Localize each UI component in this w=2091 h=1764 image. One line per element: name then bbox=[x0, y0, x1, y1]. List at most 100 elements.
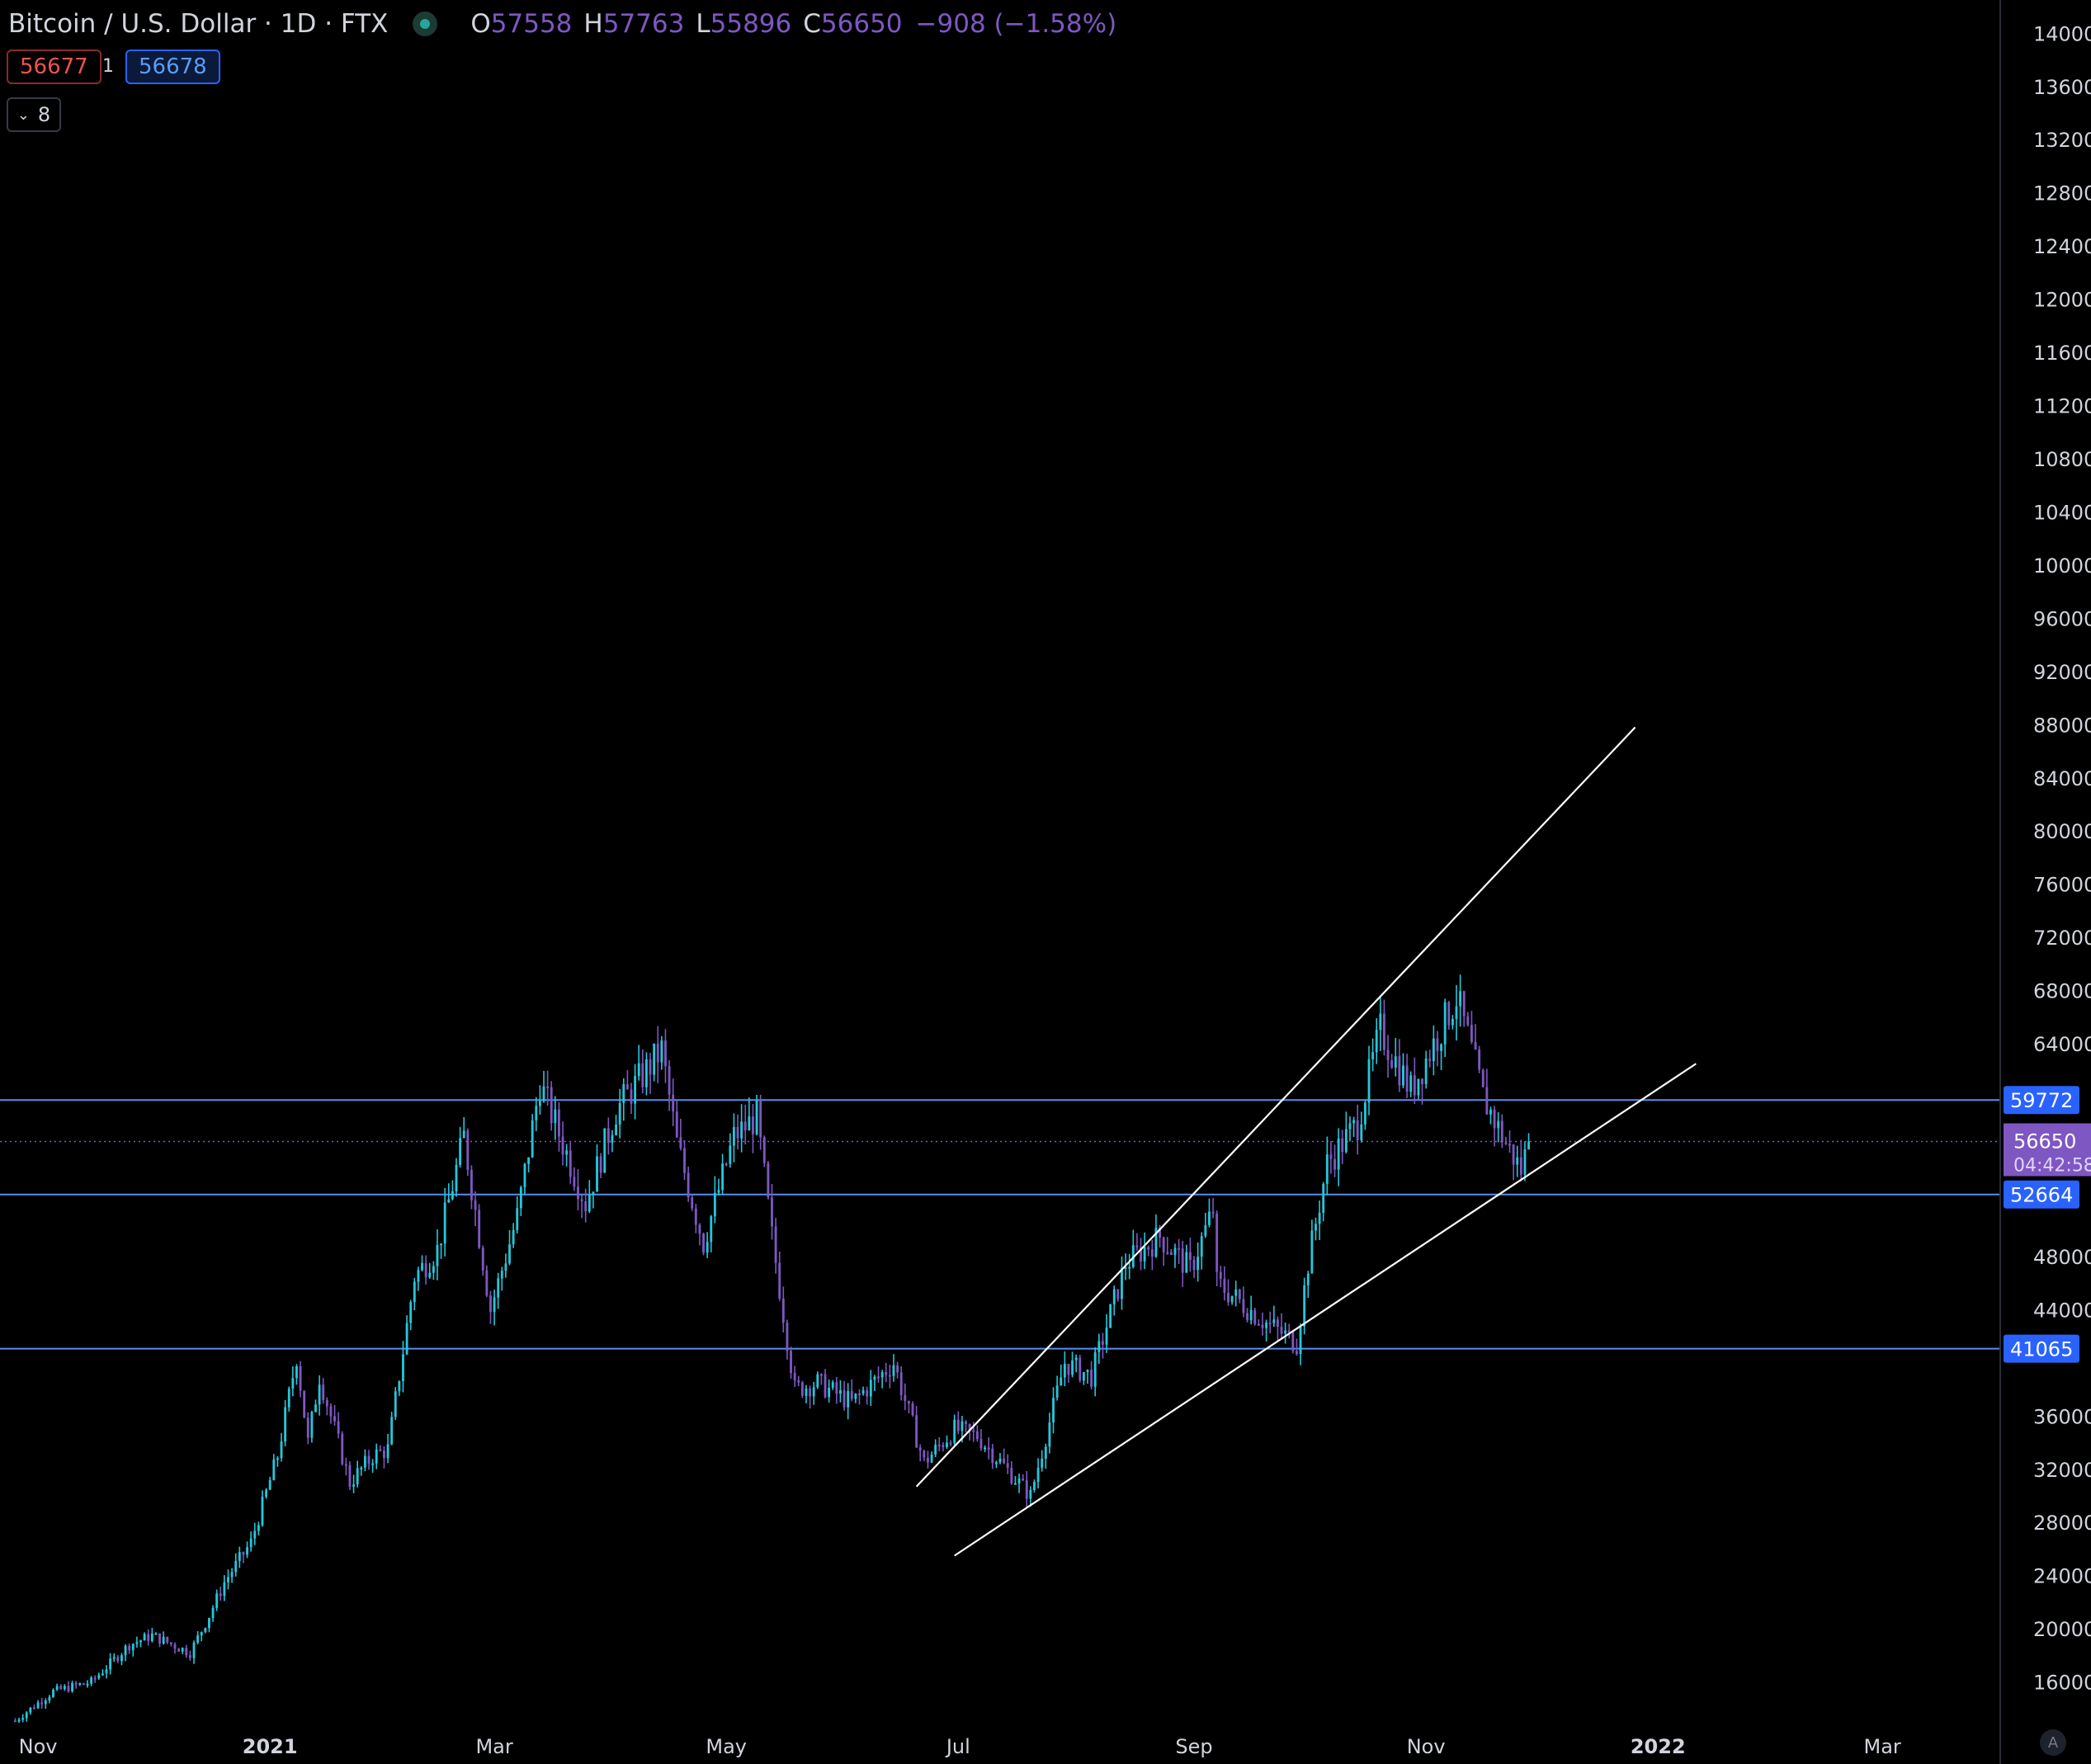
candle-body bbox=[1159, 1227, 1161, 1238]
price-tick-label: 16000 bbox=[2033, 1672, 2091, 1695]
candle-body bbox=[97, 1675, 101, 1679]
candle-body bbox=[843, 1389, 846, 1408]
candle-body bbox=[565, 1150, 569, 1155]
candle-body bbox=[116, 1657, 120, 1662]
candle-body bbox=[953, 1419, 956, 1444]
candle-body bbox=[561, 1136, 564, 1155]
candle-body bbox=[1014, 1483, 1017, 1485]
candle-body bbox=[1451, 1018, 1454, 1026]
candle-body bbox=[489, 1295, 492, 1313]
candle-body bbox=[1131, 1245, 1135, 1267]
candle-body bbox=[318, 1384, 321, 1405]
price-tick-label: 116000 bbox=[2033, 342, 2091, 365]
sell-button[interactable]: 56677 bbox=[7, 50, 101, 84]
candle-body bbox=[25, 1712, 28, 1719]
candle-body bbox=[1436, 1038, 1439, 1051]
candle-body bbox=[839, 1389, 842, 1394]
candle-body bbox=[1325, 1154, 1329, 1184]
candle-body bbox=[1140, 1247, 1142, 1262]
candle-body bbox=[888, 1375, 891, 1377]
time-tick-label: Nov bbox=[19, 1735, 58, 1758]
candle-body bbox=[1253, 1309, 1257, 1324]
candle-body bbox=[1440, 1044, 1442, 1051]
candle-body bbox=[181, 1648, 184, 1652]
candle-body bbox=[421, 1262, 423, 1271]
time-axis[interactable]: Nov 2021 Mar May Jul Sep Nov 2022 Mar bbox=[19, 1735, 1901, 1758]
buy-button[interactable]: 56678 bbox=[125, 50, 220, 84]
candle-body bbox=[44, 1700, 47, 1705]
candle-body bbox=[1462, 991, 1466, 1016]
candle-body bbox=[1060, 1377, 1063, 1386]
candle-body bbox=[1493, 1109, 1496, 1129]
candle-body bbox=[93, 1677, 97, 1680]
candle-body bbox=[1489, 1109, 1492, 1115]
candle-body bbox=[1022, 1479, 1025, 1481]
candle-body bbox=[866, 1390, 869, 1397]
indicators-toggle-button[interactable]: ⌄ 8 bbox=[7, 97, 61, 132]
candle-body bbox=[702, 1233, 705, 1253]
candle-body bbox=[219, 1593, 222, 1597]
candle-body bbox=[1208, 1211, 1211, 1225]
spread-value: 1 bbox=[102, 56, 114, 77]
candle-body bbox=[462, 1130, 465, 1139]
auto-scale-button[interactable]: A bbox=[2040, 1729, 2066, 1756]
candle-body bbox=[1402, 1065, 1404, 1086]
price-tick-label: 104000 bbox=[2033, 501, 2091, 524]
candle-body bbox=[59, 1686, 63, 1690]
candle-body bbox=[625, 1084, 629, 1090]
candle-body bbox=[356, 1468, 359, 1485]
candle-body bbox=[1063, 1363, 1066, 1378]
candle-body bbox=[1470, 1025, 1473, 1042]
candle-body bbox=[1204, 1224, 1207, 1237]
candle-body bbox=[402, 1354, 404, 1382]
candle-body bbox=[516, 1208, 519, 1230]
candle-body bbox=[675, 1111, 678, 1138]
price-axis-labels: 59772 52664 41065 56650 04:42:58 bbox=[2004, 1086, 2091, 1363]
candle-body bbox=[972, 1430, 975, 1432]
candle-body bbox=[147, 1634, 150, 1641]
candle-body bbox=[573, 1177, 576, 1187]
candle-body bbox=[1143, 1247, 1146, 1262]
candle-body bbox=[523, 1163, 526, 1188]
candle-body bbox=[466, 1130, 470, 1170]
time-tick-label: Nov bbox=[1407, 1735, 1446, 1758]
candle-body bbox=[596, 1156, 598, 1192]
candle-body bbox=[329, 1406, 333, 1417]
candle-body bbox=[1169, 1252, 1173, 1256]
candle-body bbox=[752, 1116, 754, 1134]
candle-body bbox=[1178, 1248, 1181, 1250]
horizontal-lines bbox=[0, 1099, 2000, 1350]
price-tick-label: 64000 bbox=[2033, 1033, 2091, 1056]
candle-body bbox=[812, 1387, 815, 1397]
candle-body bbox=[835, 1382, 838, 1394]
candle-body bbox=[55, 1686, 59, 1690]
candle-body bbox=[660, 1040, 663, 1063]
candle-body bbox=[603, 1128, 607, 1173]
candle-body bbox=[831, 1382, 834, 1388]
candle-body bbox=[979, 1439, 983, 1449]
candle-body bbox=[740, 1121, 743, 1139]
market-status-icon[interactable] bbox=[413, 12, 438, 36]
candle-body bbox=[554, 1109, 557, 1124]
price-tick-label: 32000 bbox=[2033, 1459, 2091, 1482]
candle-body bbox=[344, 1464, 347, 1466]
price-tick-label: 20000 bbox=[2033, 1618, 2091, 1641]
candle-body bbox=[249, 1538, 253, 1548]
candle-body bbox=[771, 1197, 773, 1227]
candle-body bbox=[644, 1059, 648, 1087]
candle-body bbox=[71, 1682, 73, 1692]
candle-body bbox=[630, 1089, 633, 1104]
time-tick-label: May bbox=[706, 1735, 747, 1758]
candle-body bbox=[196, 1635, 200, 1643]
candle-body bbox=[797, 1380, 800, 1383]
candle-body bbox=[729, 1145, 732, 1164]
candle-body bbox=[234, 1560, 238, 1573]
candle-body bbox=[375, 1449, 378, 1464]
price-axis[interactable]: 16000 20000 24000 28000 32000 36000 44000 48000… bbox=[2033, 22, 2091, 1694]
candle-body bbox=[1135, 1245, 1139, 1248]
candle-body bbox=[280, 1441, 283, 1459]
candle-body bbox=[805, 1388, 808, 1396]
symbol-title[interactable]: Bitcoin / U.S. Dollar · 1D · FTX bbox=[8, 9, 389, 39]
candle-body bbox=[17, 1719, 21, 1722]
